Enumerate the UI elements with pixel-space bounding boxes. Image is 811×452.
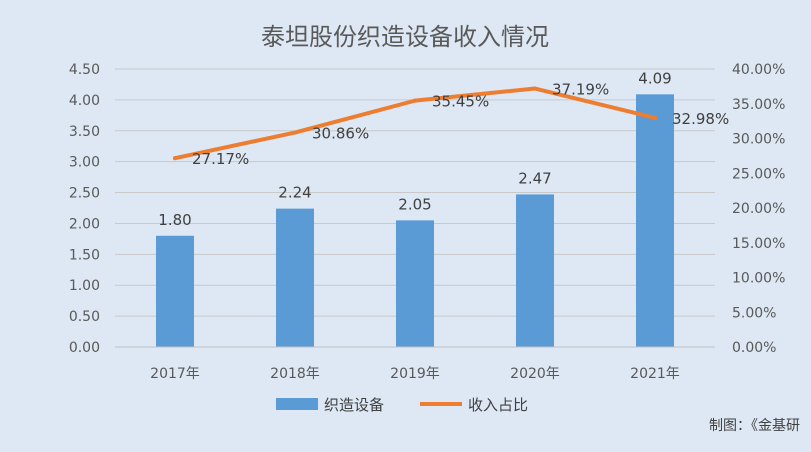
left-tick-label: 4.50: [69, 62, 100, 78]
line-value-label: 30.86%: [312, 125, 369, 143]
source-note: 制图：《金基研: [709, 417, 800, 434]
line-point: [653, 115, 657, 120]
right-tick-label: 20.00%: [732, 201, 785, 217]
legend-label-bar: 织造设备: [324, 396, 384, 414]
x-tick-label: 2019年: [390, 366, 440, 382]
legend: 织造设备 收入占比: [276, 396, 528, 414]
left-tick-label: 2.50: [69, 186, 100, 202]
legend-label-line: 收入占比: [468, 396, 528, 414]
x-tick-label: 2020年: [510, 366, 560, 382]
bar-value-label: 1.80: [158, 211, 191, 229]
line-value-label: 32.98%: [672, 110, 729, 128]
left-tick-label: 0.50: [69, 309, 100, 325]
x-axis: 2017年 2018年 2019年 2020年 2021年: [115, 346, 715, 382]
line-series: [173, 86, 657, 161]
bar-value-label: 2.05: [398, 195, 431, 213]
bar: [276, 208, 314, 347]
bar: [396, 220, 434, 347]
line-point: [173, 156, 177, 161]
right-tick-label: 10.00%: [732, 271, 785, 287]
line-value-label: 27.17%: [192, 150, 249, 168]
line-point: [293, 130, 297, 135]
bar: [636, 94, 674, 347]
right-axis: 0.00% 5.00% 10.00% 15.00% 20.00% 25.00% 30.00%…: [732, 62, 785, 356]
left-tick-label: 3.00: [69, 155, 100, 171]
left-tick-label: 3.50: [69, 124, 100, 140]
bar: [156, 235, 194, 347]
left-tick-label: 4.00: [69, 93, 100, 109]
right-tick-label: 30.00%: [732, 132, 785, 148]
x-tick-label: 2018年: [270, 366, 320, 382]
right-tick-label: 0.00%: [732, 340, 776, 356]
left-tick-label: 0.00: [69, 340, 100, 356]
x-tick-label: 2017年: [150, 366, 200, 382]
line-point: [413, 98, 417, 103]
bar: [516, 194, 554, 347]
x-tick-label: 2021年: [630, 366, 680, 382]
line-value-label: 35.45%: [432, 93, 489, 111]
right-tick-label: 35.00%: [732, 97, 785, 113]
left-axis: 0.00 0.50 1.00 1.50 2.00 2.50 3.00 3.50 4.00 4.50: [69, 62, 100, 356]
left-tick-label: 1.50: [69, 247, 100, 263]
left-tick-label: 1.00: [69, 278, 100, 294]
line-point: [533, 86, 537, 91]
bar-series: [156, 94, 674, 347]
right-tick-label: 25.00%: [732, 166, 785, 182]
left-tick-label: 2.00: [69, 216, 100, 232]
data-labels: 1.80 2.24 2.05 2.47 4.09 27.17% 30.86% 35.45% 37…: [158, 69, 729, 228]
right-tick-label: 15.00%: [732, 236, 785, 252]
right-tick-label: 5.00%: [732, 305, 776, 321]
bar-value-label: 2.24: [278, 184, 311, 202]
bar-value-label: 4.09: [638, 69, 671, 87]
bar-value-label: 2.47: [518, 169, 551, 187]
chart-title: 泰坦股份织造设备收入情况: [261, 23, 549, 51]
legend-swatch-bar: [276, 398, 318, 410]
right-tick-label: 40.00%: [732, 62, 785, 78]
line-value-label: 37.19%: [552, 81, 609, 99]
